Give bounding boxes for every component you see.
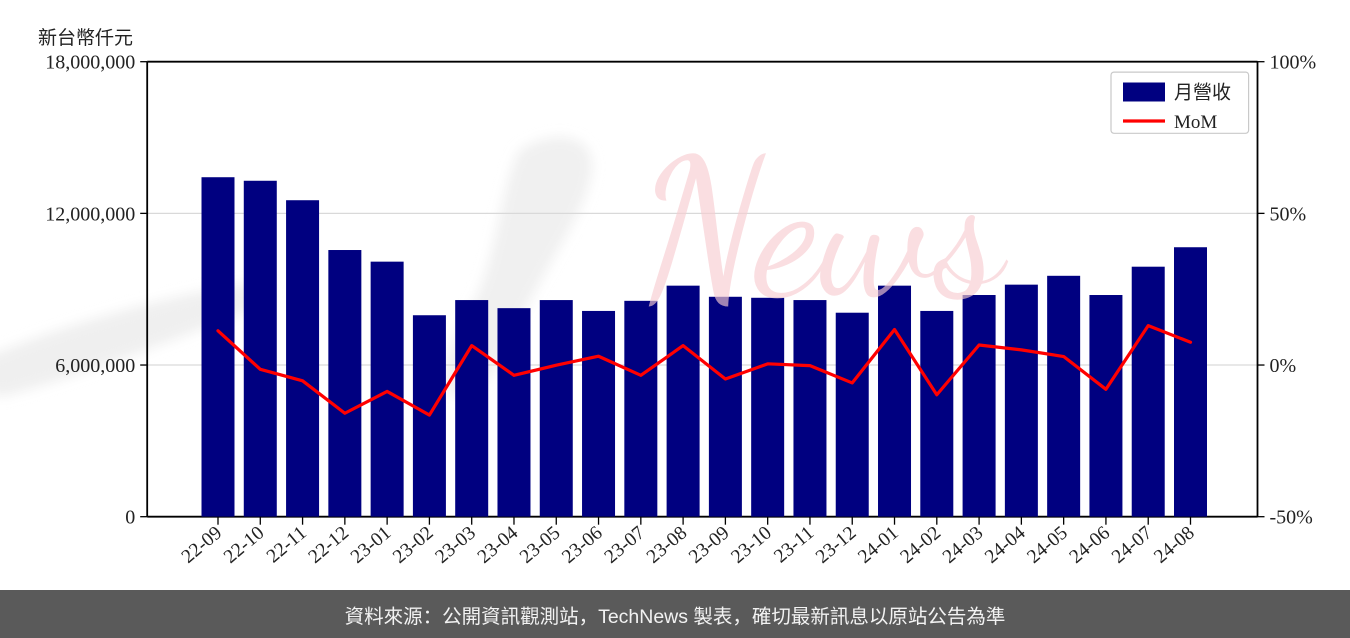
svg-text:24-05: 24-05	[1024, 522, 1072, 567]
svg-text:23-12: 23-12	[812, 522, 860, 567]
svg-text:6,000,000: 6,000,000	[55, 355, 135, 377]
svg-text:月營收: 月營收	[1174, 82, 1231, 104]
svg-text:23-09: 23-09	[685, 522, 733, 567]
svg-text:23-05: 23-05	[516, 522, 564, 567]
svg-text:News: News	[640, 116, 1008, 344]
svg-text:18,000,000: 18,000,000	[45, 52, 135, 74]
svg-text:100%: 100%	[1270, 52, 1317, 74]
svg-text:22-10: 22-10	[220, 522, 268, 567]
svg-text:0%: 0%	[1270, 355, 1297, 377]
svg-text:24-06: 24-06	[1066, 522, 1115, 567]
svg-text:24-02: 24-02	[897, 522, 945, 567]
svg-text:24-03: 24-03	[939, 522, 987, 567]
svg-text:50%: 50%	[1270, 203, 1307, 225]
svg-text:23-07: 23-07	[601, 522, 650, 567]
svg-text:22-09: 22-09	[178, 522, 226, 567]
svg-text:23-03: 23-03	[432, 522, 480, 567]
svg-text:23-04: 23-04	[474, 522, 523, 567]
svg-text:24-01: 24-01	[854, 522, 902, 567]
svg-text:24-07: 24-07	[1108, 522, 1157, 567]
svg-text:23-06: 23-06	[558, 522, 607, 567]
svg-text:-50%: -50%	[1270, 507, 1313, 529]
svg-text:23-08: 23-08	[643, 522, 691, 567]
svg-text:24-08: 24-08	[1150, 522, 1198, 567]
svg-text:22-11: 22-11	[263, 522, 311, 567]
svg-text:22-12: 22-12	[305, 522, 353, 567]
svg-text:23-10: 23-10	[728, 522, 776, 567]
svg-text:23-02: 23-02	[389, 522, 437, 567]
svg-text:23-01: 23-01	[347, 522, 395, 567]
svg-text:24-04: 24-04	[981, 522, 1030, 567]
svg-text:12,000,000: 12,000,000	[45, 203, 135, 225]
svg-text:23-11: 23-11	[770, 522, 818, 567]
svg-text:0: 0	[125, 507, 135, 529]
svg-text:MoM: MoM	[1174, 112, 1217, 133]
